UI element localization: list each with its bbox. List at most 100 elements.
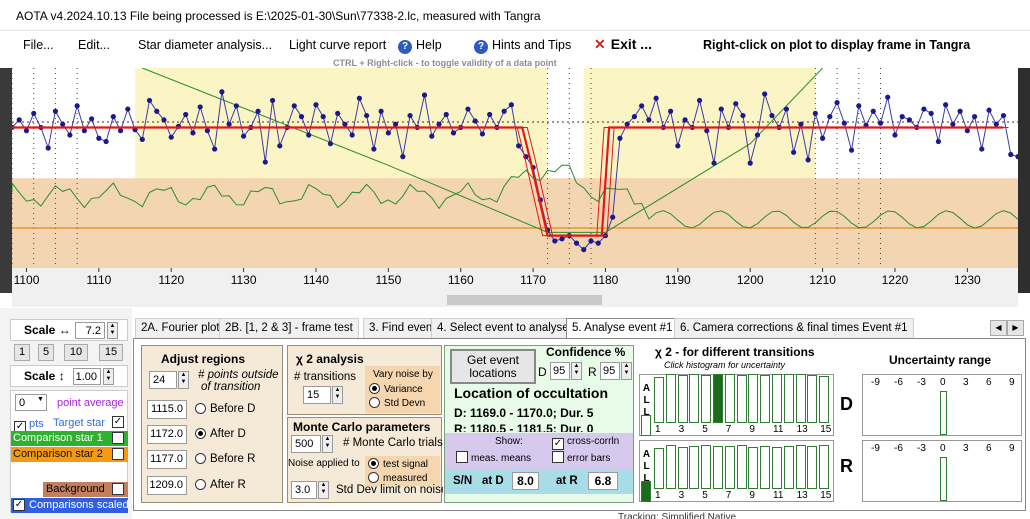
menu-edit[interactable]: Edit... — [78, 38, 110, 52]
histogram-bar[interactable] — [783, 446, 794, 489]
histogram-bar[interactable] — [654, 377, 664, 423]
light-curve-plot[interactable]: 1100 1110 1120 1130 1140 1150 1160 1170 1180 1190… — [7, 67, 1021, 293]
target-star-checkbox[interactable]: ✓ — [112, 416, 124, 428]
monte-carlo-trials-input[interactable]: 500 — [291, 435, 321, 453]
get-event-locations-button[interactable]: Get event locations — [450, 349, 536, 384]
before-r-input[interactable]: 1177.0 — [147, 450, 187, 469]
menu-hints[interactable]: ? Hints and Tips — [474, 38, 571, 54]
r-histogram[interactable]: A L L 1 3 5 7 9 11 13 15 — [639, 440, 834, 502]
tab-scroll-right-button[interactable]: ▶ — [1007, 320, 1024, 336]
zoom-button-15[interactable]: 15 — [99, 344, 123, 361]
histogram-bar[interactable] — [736, 375, 747, 423]
confidence-r-spinner[interactable]: ▲ ▼ — [621, 362, 632, 380]
before-d-radio[interactable]: Before D — [195, 403, 285, 415]
histogram-bar[interactable] — [689, 446, 700, 489]
points-outside-spinner[interactable]: ▲ ▼ — [178, 371, 189, 389]
histogram-bar[interactable] — [783, 374, 794, 423]
histogram-bar[interactable] — [760, 446, 771, 489]
zoom-button-5[interactable]: 5 — [38, 344, 54, 361]
histogram-bar[interactable] — [807, 446, 818, 489]
sd-limit-spinner[interactable]: ▲ ▼ — [318, 481, 329, 499]
confidence-r-input[interactable]: 95 — [600, 362, 620, 380]
after-d-input[interactable]: 1172.0 — [147, 425, 187, 444]
histogram-bar[interactable] — [772, 374, 782, 423]
histogram-bar[interactable] — [795, 445, 806, 489]
zoom-button-1[interactable]: 1 — [14, 344, 30, 361]
test-signal-radio[interactable]: test signal — [368, 458, 428, 470]
zoom-button-10[interactable]: 10 — [64, 344, 88, 361]
tab-find-events[interactable]: 3. Find events — [363, 318, 448, 338]
before-r-radio[interactable]: Before R — [195, 453, 285, 465]
tab-scroll-left-button[interactable]: ◀ — [990, 320, 1007, 336]
histogram-bar[interactable] — [748, 374, 759, 423]
measured-radio[interactable]: measured — [368, 472, 427, 484]
monte-carlo-trials-spinner[interactable]: ▲ ▼ — [322, 435, 333, 453]
point-average-select[interactable]: 0 — [15, 394, 47, 411]
background-checkbox[interactable] — [112, 483, 124, 495]
histogram-bar[interactable] — [724, 446, 735, 489]
histogram-bar[interactable] — [760, 375, 771, 423]
histogram-bar[interactable] — [819, 445, 830, 489]
plot-scrollbar[interactable] — [12, 293, 1018, 307]
histogram-bar[interactable] — [701, 445, 712, 489]
before-d-input[interactable]: 1115.0 — [147, 400, 187, 419]
data-point — [798, 121, 804, 127]
menu-star-diameter[interactable]: Star diameter analysis... — [138, 38, 273, 52]
menu-exit[interactable]: ✕ Exit ... — [594, 36, 652, 53]
d-uncertainty-plot[interactable]: -9 -6 -3 0 3 6 9 — [862, 374, 1022, 436]
comp1-checkbox[interactable] — [112, 432, 124, 444]
plot-scrollbar-thumb[interactable] — [447, 295, 602, 305]
r-uncertainty-plot[interactable]: -9 -6 -3 0 3 6 9 — [862, 440, 1022, 502]
menu-help[interactable]: ? Help — [398, 38, 442, 54]
uncertainty-tick-label: -3 — [917, 377, 926, 388]
scale-h-input[interactable]: 7.2 — [75, 322, 105, 339]
histogram-bar[interactable] — [654, 448, 664, 489]
all-bar[interactable] — [641, 481, 651, 502]
all-bar[interactable] — [641, 415, 651, 436]
cross-corrln-checkbox[interactable]: ✓ cross-corrln — [552, 436, 619, 450]
histogram-bar[interactable] — [713, 374, 723, 423]
data-point — [639, 103, 645, 109]
menu-light-curve-report[interactable]: Light curve report — [289, 38, 387, 52]
tab-camera-corrections[interactable]: 6. Camera corrections & final times Even… — [674, 318, 914, 338]
std-devn-radio[interactable]: Std Devn — [369, 397, 425, 409]
after-r-input[interactable]: 1209.0 — [147, 476, 187, 495]
tab-select-event[interactable]: 4. Select event to analyse — [431, 318, 575, 338]
scale-v-spinner[interactable]: ▲ ▼ — [103, 368, 114, 385]
d-histogram[interactable]: A L L 1 3 5 7 9 11 13 15 — [639, 374, 834, 436]
transitions-spinner[interactable]: ▲ ▼ — [332, 386, 343, 404]
histogram-bar[interactable] — [713, 446, 723, 489]
histogram-bar[interactable] — [724, 374, 735, 423]
transitions-input[interactable]: 15 — [303, 386, 331, 404]
after-d-radio[interactable]: After D — [195, 428, 285, 440]
confidence-d-spinner[interactable]: ▲ ▼ — [571, 362, 582, 380]
menu-file[interactable]: File... — [23, 38, 54, 52]
tab-frame-test[interactable]: 2B. [1, 2 & 3] - frame test — [219, 318, 359, 338]
tab-fourier-plot[interactable]: 2A. Fourier plot — [135, 318, 226, 338]
comparisons-scaled-checkbox[interactable]: ✓ — [13, 499, 25, 511]
histogram-bar[interactable] — [677, 447, 688, 489]
histogram-bar[interactable] — [665, 374, 676, 423]
histogram-bar[interactable] — [807, 375, 818, 423]
confidence-d-input[interactable]: 95 — [550, 362, 570, 380]
histogram-bar[interactable] — [748, 447, 759, 489]
scale-h-spinner[interactable]: ▲ ▼ — [107, 322, 118, 339]
sd-limit-input[interactable]: 3.0 — [291, 481, 317, 499]
histogram-bar[interactable] — [689, 374, 700, 423]
tab-analyse-event[interactable]: 5. Analyse event #1 — [566, 318, 679, 338]
histogram-bar[interactable] — [819, 376, 830, 423]
histogram-bar[interactable] — [677, 375, 688, 423]
histogram-bar[interactable] — [795, 374, 806, 423]
histogram-bar[interactable] — [665, 445, 676, 489]
variance-radio[interactable]: Variance — [369, 383, 423, 395]
comp2-checkbox[interactable] — [112, 448, 124, 460]
scale-v-input[interactable]: 1.00 — [73, 368, 101, 385]
meas-means-checkbox[interactable]: meas. means — [456, 451, 531, 464]
after-r-radio[interactable]: After R — [195, 479, 285, 491]
error-bars-checkbox[interactable]: error bars — [552, 451, 610, 464]
histogram-bar[interactable] — [701, 375, 712, 423]
histogram-bar[interactable] — [736, 445, 747, 489]
points-outside-input[interactable]: 24 — [149, 371, 177, 389]
histogram-bar[interactable] — [772, 447, 782, 489]
light-curve-svg[interactable]: 1100 1110 1120 1130 1140 1150 1160 1170 1180 1190… — [7, 67, 1021, 293]
